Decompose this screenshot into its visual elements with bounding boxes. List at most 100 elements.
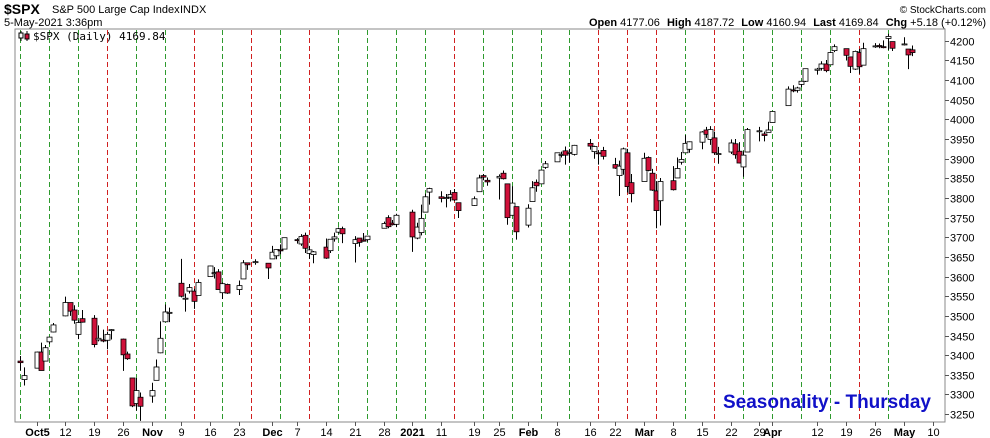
candle	[418, 204, 425, 236]
candle-body-down	[600, 150, 607, 157]
candle	[195, 279, 202, 296]
candle	[744, 128, 751, 153]
candle-body-down	[843, 48, 850, 56]
candle-body-up	[153, 366, 160, 381]
x-tick-label: 2021	[400, 427, 424, 438]
candle	[823, 60, 830, 73]
candle-body-down	[876, 45, 883, 47]
candle-body-up	[443, 197, 450, 199]
candle	[182, 293, 189, 312]
candle-body-down	[438, 196, 445, 199]
x-tick-label: 14	[320, 427, 332, 438]
candle-body-up	[860, 48, 867, 66]
candle	[711, 131, 718, 155]
candle	[166, 307, 173, 323]
y-tick-label: 3750	[950, 214, 974, 226]
y-tick-label: 4050	[950, 96, 974, 108]
candle	[885, 33, 892, 50]
low-value: 4160.94	[766, 17, 806, 29]
x-tick-label: 26	[117, 427, 129, 438]
candle-body-down	[17, 360, 24, 364]
y-axis: 3250 3300 3350 3400 3450 3500 3550 3600 3650 3700…	[945, 37, 974, 422]
candle	[678, 152, 685, 165]
candle	[843, 48, 850, 61]
candle-body-up	[885, 36, 892, 39]
candle-body-up	[195, 282, 202, 296]
candle-body-up	[104, 333, 111, 341]
candle-body-up	[674, 168, 681, 179]
candle-body-up	[571, 144, 578, 155]
candle-body-up	[798, 80, 805, 85]
candle	[876, 43, 883, 49]
candle	[484, 177, 491, 186]
candle-body-up	[678, 159, 685, 163]
candle	[732, 139, 739, 159]
candle	[323, 238, 330, 259]
candle-body-down	[124, 353, 131, 360]
y-tick-label: 3950	[950, 135, 974, 147]
candle	[157, 321, 164, 354]
candle	[542, 161, 549, 169]
candle-body-up	[252, 261, 259, 264]
x-tick-label: Dec	[262, 427, 282, 438]
candle-body-up	[831, 46, 838, 52]
candle	[178, 258, 185, 298]
candle-body-up	[273, 249, 280, 257]
open-label: Open	[589, 17, 617, 29]
symbol: $SPX	[4, 1, 40, 17]
candle-body-down	[533, 181, 540, 187]
candle	[67, 302, 74, 316]
y-tick-label: 3800	[950, 194, 974, 206]
candle	[265, 262, 272, 279]
candle-body-down	[455, 202, 462, 211]
candle	[331, 232, 338, 242]
candle-body-up	[162, 311, 169, 323]
y-tick-label: 4200	[950, 37, 974, 49]
candle-body-up	[744, 129, 751, 153]
candle-body-down	[595, 152, 602, 155]
candle-body-down	[71, 309, 78, 321]
candle	[827, 51, 834, 66]
candle	[802, 68, 809, 83]
y-tick-label: 3250	[950, 410, 974, 422]
security-name: S&P 500 Large Cap Index	[52, 4, 180, 16]
x-axis: Oct5 12 19 26 Nov 9 16 23 Dec 7 14 21 28 2021 11 19 25 Fe…	[25, 422, 940, 438]
low-label: Low	[741, 17, 763, 29]
candle-body-down	[265, 262, 272, 269]
candle-body-up	[310, 251, 317, 255]
x-tick-label: 12	[59, 427, 71, 438]
candle	[657, 177, 664, 226]
candle-body-down	[339, 228, 346, 235]
candle	[513, 206, 520, 240]
candle-body-up	[166, 311, 173, 314]
candle-body-up	[21, 375, 28, 380]
candle	[476, 174, 483, 193]
y-tick-label: 3700	[950, 233, 974, 245]
y-tick-label: 4100	[950, 76, 974, 88]
candle-body-up	[50, 324, 57, 333]
candle-body-down	[302, 234, 309, 249]
candle	[277, 244, 284, 255]
candle	[42, 344, 49, 362]
x-tick-label: Apr	[763, 427, 783, 438]
candle-body-down	[649, 172, 656, 191]
candle-body-down	[880, 46, 887, 49]
candle	[500, 170, 507, 180]
candle-body-down	[823, 63, 830, 72]
candle	[149, 382, 156, 403]
seasonality-lines	[20, 30, 889, 421]
x-tick-label: 16	[584, 427, 596, 438]
y-tick-label: 3850	[950, 174, 974, 186]
candle	[670, 166, 677, 191]
x-tick-label: 29	[753, 427, 765, 438]
last-label: Last	[813, 17, 836, 29]
candle-body-up	[393, 214, 400, 225]
candle	[699, 131, 706, 150]
candle	[649, 168, 656, 191]
candlesticks	[17, 33, 916, 421]
candle-body-up	[108, 329, 115, 332]
candle	[422, 193, 429, 213]
plot-area	[14, 28, 946, 423]
high-label: High	[667, 17, 692, 29]
candle-body-up	[75, 322, 82, 335]
